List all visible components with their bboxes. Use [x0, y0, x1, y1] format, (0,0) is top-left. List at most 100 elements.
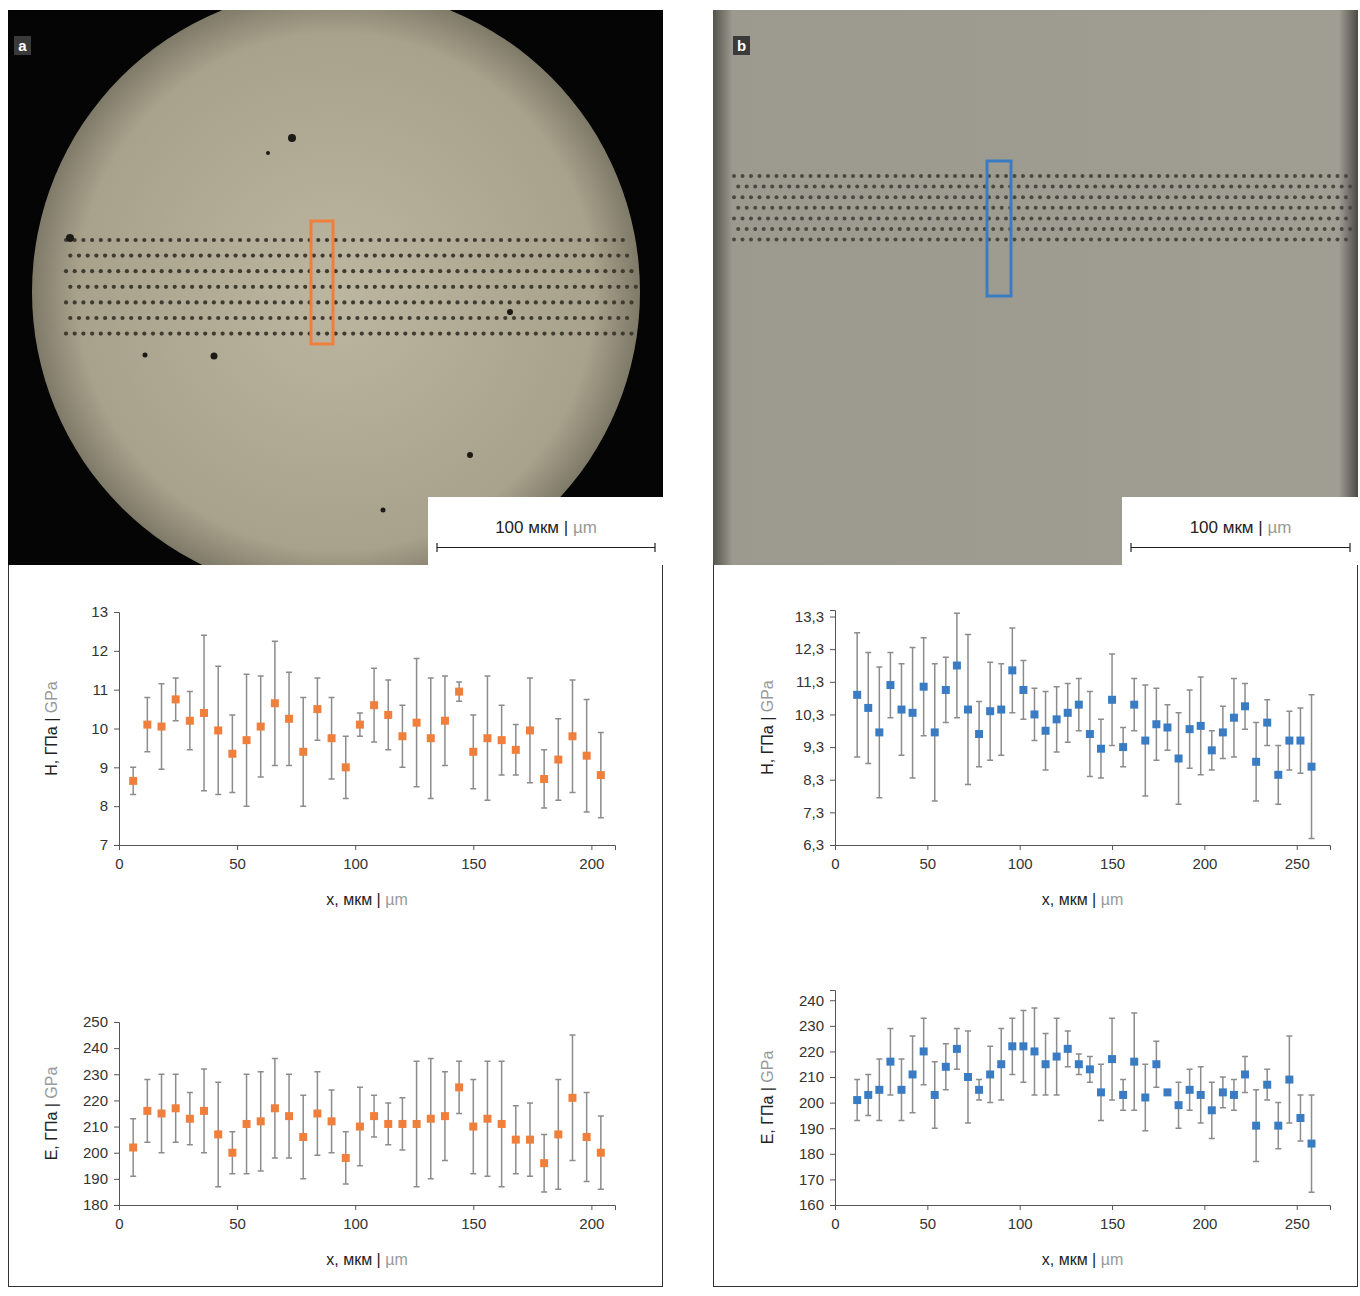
indent — [316, 300, 320, 304]
indent — [294, 316, 298, 320]
indent — [464, 269, 468, 273]
indent — [996, 174, 1000, 178]
x-tick-label: 200 — [1192, 855, 1217, 872]
indent — [745, 185, 749, 189]
indent — [194, 300, 198, 304]
indent — [1208, 174, 1212, 178]
indent — [1195, 206, 1199, 210]
indent — [838, 185, 842, 189]
indent — [199, 316, 203, 320]
data-point — [243, 1120, 251, 1128]
error-bar — [1253, 723, 1259, 801]
indent — [221, 238, 225, 242]
data-point — [554, 756, 562, 764]
x-tick-label: 150 — [1100, 1215, 1125, 1232]
indent — [1170, 227, 1174, 231]
indent — [1098, 174, 1102, 178]
indent — [151, 238, 155, 242]
data-point — [1252, 758, 1260, 766]
indent — [1319, 174, 1323, 178]
data-point — [931, 1091, 939, 1099]
indent — [577, 269, 581, 273]
x-tick: 250 — [1285, 1205, 1310, 1232]
indent — [1004, 195, 1008, 199]
indent — [612, 269, 616, 273]
indent — [932, 206, 936, 210]
indent — [573, 285, 577, 289]
indent — [792, 195, 796, 199]
indent — [516, 269, 520, 273]
indent — [949, 185, 953, 189]
x-tick: 50 — [229, 845, 246, 872]
y-axis: 160170180190200210220230240 — [799, 991, 836, 1214]
indent — [1021, 195, 1025, 199]
error-bar — [414, 659, 420, 787]
y-tick-label: 240 — [83, 1039, 108, 1056]
indent — [77, 285, 81, 289]
indent — [974, 227, 978, 231]
indent — [573, 316, 577, 320]
indent — [429, 238, 433, 242]
indent — [970, 216, 974, 220]
data-point — [512, 1136, 520, 1144]
indent — [303, 285, 307, 289]
indent — [260, 254, 264, 258]
indent — [749, 216, 753, 220]
indent — [408, 285, 412, 289]
indent — [1166, 238, 1170, 242]
indent — [1102, 206, 1106, 210]
indent — [1119, 185, 1123, 189]
error-bar — [201, 635, 207, 790]
y-tick: 10,3 — [795, 706, 835, 723]
indent — [974, 185, 978, 189]
indent — [787, 206, 791, 210]
x-tick-label: 50 — [920, 1215, 937, 1232]
y-tick-mark — [830, 812, 835, 813]
data-point — [1208, 746, 1216, 754]
indent — [1344, 216, 1348, 220]
data-point — [285, 1112, 293, 1120]
indent — [962, 195, 966, 199]
indent — [1251, 216, 1255, 220]
indent — [826, 238, 830, 242]
error-bar — [371, 668, 377, 742]
indent — [1030, 216, 1034, 220]
indent — [377, 300, 381, 304]
y-tick-label: 170 — [799, 1171, 824, 1188]
indent — [826, 174, 830, 178]
indent — [434, 254, 438, 258]
indent — [534, 269, 538, 273]
indent — [264, 238, 268, 242]
indent — [1089, 174, 1093, 178]
error-bar — [428, 1059, 434, 1179]
error-bar — [357, 713, 363, 736]
indent — [460, 285, 464, 289]
indent — [421, 238, 425, 242]
indent — [116, 238, 120, 242]
data-point — [997, 1060, 1005, 1068]
indent — [817, 216, 821, 220]
indent — [1327, 174, 1331, 178]
indent — [1229, 227, 1233, 231]
indent — [736, 185, 740, 189]
indent — [281, 300, 285, 304]
indent — [979, 216, 983, 220]
indent — [216, 316, 220, 320]
indent — [1331, 185, 1335, 189]
indent — [877, 216, 881, 220]
indent — [355, 316, 359, 320]
indent — [919, 238, 923, 242]
data-point — [1186, 725, 1194, 733]
error-bar — [1098, 1064, 1104, 1120]
error-bar — [244, 674, 250, 806]
indent — [194, 238, 198, 242]
indent — [373, 254, 377, 258]
x-tick-mark — [355, 845, 356, 850]
micrograph — [8, 10, 663, 565]
indent — [290, 238, 294, 242]
x-tick-label: 0 — [115, 855, 123, 872]
indent — [529, 254, 533, 258]
indent — [290, 269, 294, 273]
indent — [1132, 216, 1136, 220]
data-point — [1053, 715, 1061, 723]
